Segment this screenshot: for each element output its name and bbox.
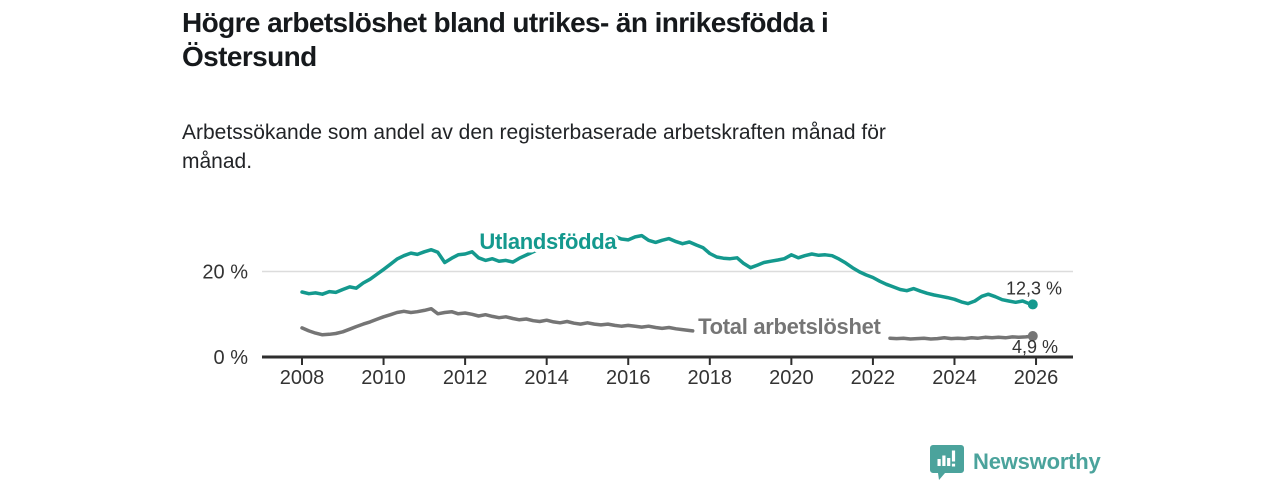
series-end-dot-utlandsfodda bbox=[1027, 299, 1038, 310]
series-end-value-utlandsfodda: 12,3 % bbox=[1006, 278, 1062, 298]
chart-subtitle: Arbetssökande som andel av den registerb… bbox=[182, 118, 1062, 176]
page-title-line2: Östersund bbox=[182, 41, 317, 72]
x-tick-label-2016: 2016 bbox=[606, 367, 651, 389]
series-line-utlandsfodda bbox=[300, 233, 1035, 307]
logo-bar-3 bbox=[947, 458, 951, 466]
series-end-value-total-arbetsloshet: 4,9 % bbox=[1012, 337, 1058, 357]
x-tick-label-2008: 2008 bbox=[280, 367, 325, 389]
x-tick-label-2022: 2022 bbox=[851, 367, 896, 389]
series-line-total-arbetsloshet bbox=[300, 306, 695, 337]
series-end-dot-total-arbetsloshet bbox=[1027, 331, 1038, 342]
x-tick-label-2018: 2018 bbox=[688, 367, 733, 389]
newsworthy-logo-icon bbox=[930, 445, 964, 480]
logo-exclamation-dot bbox=[951, 463, 956, 467]
series-line-total-arbetsloshet bbox=[888, 334, 1035, 341]
x-tick-label-2026: 2026 bbox=[1014, 367, 1059, 389]
brand-name: Newsworthy bbox=[973, 449, 1101, 474]
series-label-total-arbetsloshet: Total arbetslöshet bbox=[698, 314, 881, 339]
series-label-utlandsfodda: Utlandsfödda bbox=[479, 229, 617, 254]
x-tick-label-2020: 2020 bbox=[769, 367, 814, 389]
logo-bar-1 bbox=[937, 459, 941, 466]
page-title: Högre arbetslöshet bland utrikes- än inr… bbox=[182, 6, 1012, 74]
x-tick-label-2014: 2014 bbox=[524, 367, 569, 389]
x-tick-label-2012: 2012 bbox=[443, 367, 488, 389]
chart-subtitle-line2: månad. bbox=[182, 150, 253, 173]
y-tick-label-20: 20 % bbox=[202, 262, 248, 284]
x-tick-label-2010: 2010 bbox=[361, 367, 406, 389]
y-tick-label-0: 0 % bbox=[214, 347, 249, 369]
logo-bar-2 bbox=[942, 455, 946, 466]
chart-subtitle-line1: Arbetssökande som andel av den registerb… bbox=[182, 121, 886, 144]
newsworthy-brand: Newsworthy bbox=[930, 444, 1101, 480]
x-tick-label-2024: 2024 bbox=[932, 367, 977, 389]
page-title-line1: Högre arbetslöshet bland utrikes- än inr… bbox=[182, 7, 829, 38]
logo-exclamation-stem bbox=[951, 450, 956, 462]
